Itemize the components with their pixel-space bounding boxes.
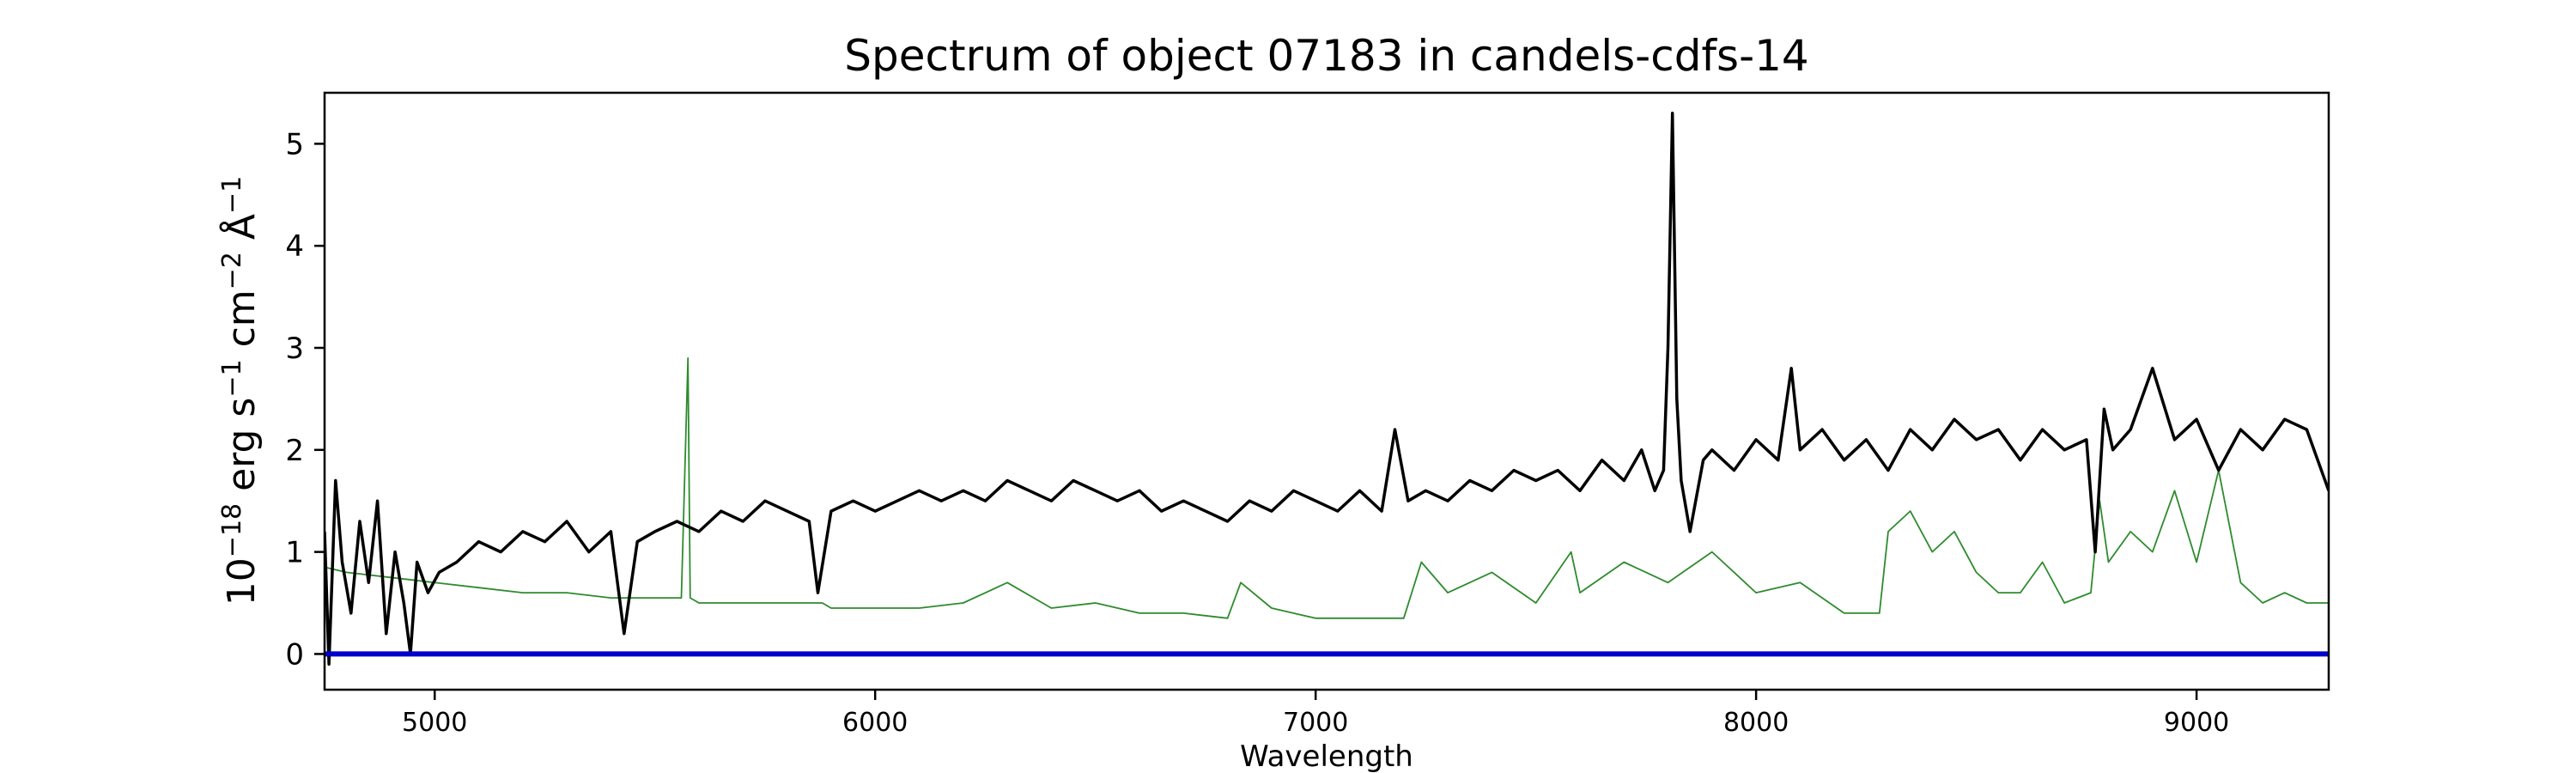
y-axis-label-angstrom-exponent: −1 (217, 176, 247, 214)
x-tick-label: 9000 (2164, 708, 2229, 738)
y-tick-label: 3 (285, 332, 304, 366)
y-axis-label-base: 10 (220, 557, 264, 606)
plot-area: 5000 6000 7000 8000 9000 0 1 2 3 4 5 (285, 91, 2330, 738)
y-tick-label: 0 (285, 637, 304, 672)
y-tick-label: 2 (285, 434, 304, 468)
flux-series-line (325, 112, 2329, 666)
y-axis-label-cm: cm (220, 289, 264, 359)
y-tick-label: 5 (285, 127, 304, 161)
y-axis-label-s-exponent: −1 (217, 359, 247, 397)
y-axis-label-erg: erg s (220, 398, 264, 503)
y-axis-label-cm-exponent: −2 (217, 252, 247, 289)
y-axis-label-base-exponent: −18 (217, 503, 247, 557)
chart-title: Spectrum of object 07183 in candels-cdfs… (844, 31, 1809, 81)
plot-frame (323, 91, 2330, 691)
y-tick-label: 4 (285, 229, 304, 264)
x-tick-label: 8000 (1723, 708, 1789, 738)
y-tick-label: 1 (285, 536, 304, 570)
x-tick-label: 5000 (402, 708, 467, 738)
y-axis-label: 10−18 erg s−1 cm−2 Å−1 (217, 176, 264, 606)
x-axis-label: Wavelength (1240, 740, 1413, 773)
x-tick-label: 6000 (842, 708, 908, 738)
y-axis-label-angstrom: Å (218, 214, 264, 252)
x-tick-label: 7000 (1283, 708, 1348, 738)
noise-series-line (325, 357, 2329, 619)
